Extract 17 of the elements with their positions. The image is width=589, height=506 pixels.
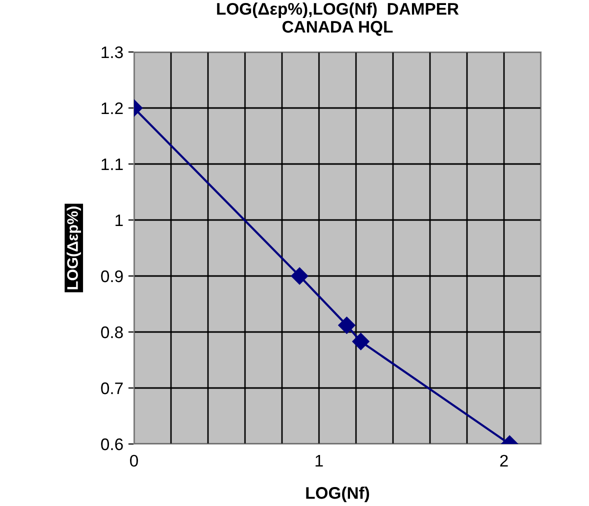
point <box>338 316 356 334</box>
x-tick-label: 0 <box>130 454 138 467</box>
x-axis-title: LOG(Nf) <box>306 486 370 502</box>
y-tick-label: 1.2 <box>102 102 123 114</box>
y-tick-label: 0.8 <box>101 326 123 338</box>
y-tick-label: 0.7 <box>101 382 123 394</box>
y-tick-label: 0.6 <box>101 438 123 450</box>
y-tick-label: 0.9 <box>101 270 123 282</box>
y-tick-label: 1 <box>116 214 123 226</box>
chart-title: LOG(Δεp%),LOG(Nf) DAMPER CANADA HQL <box>217 2 459 36</box>
x-tick-label: 2 <box>500 454 508 466</box>
y-axis-title: LOG(Δεp%) <box>66 206 81 290</box>
point <box>352 332 370 350</box>
x-tick-label: 1 <box>316 455 323 466</box>
point <box>291 267 308 285</box>
y-tick-label: 1.1 <box>102 158 123 170</box>
y-tick-label: 1.3 <box>102 46 123 58</box>
